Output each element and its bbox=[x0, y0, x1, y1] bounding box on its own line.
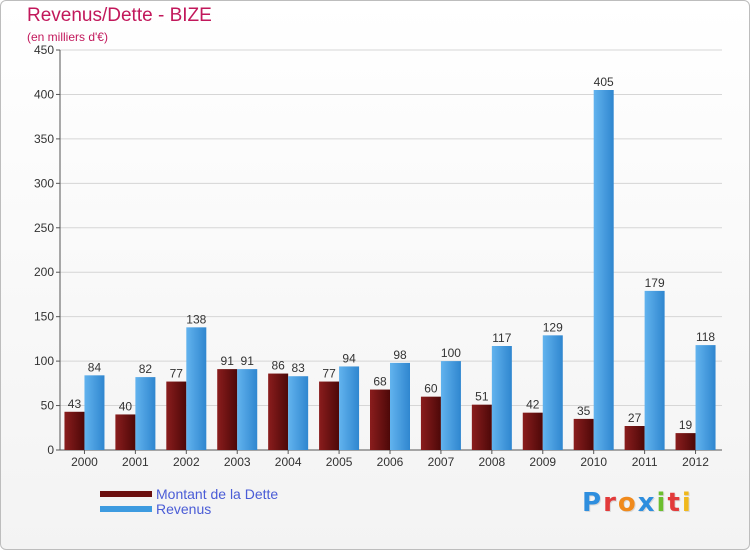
bar-revenus bbox=[542, 335, 563, 450]
data-label-dette: 68 bbox=[373, 375, 387, 389]
bar-revenus bbox=[339, 366, 360, 450]
data-label-revenus: 405 bbox=[594, 75, 614, 89]
y-tick-label: 450 bbox=[34, 43, 54, 57]
bar-revenus bbox=[237, 369, 258, 450]
bar-dette bbox=[64, 411, 85, 450]
logo-letter: x bbox=[637, 488, 657, 518]
x-tick-label: 2010 bbox=[580, 455, 607, 469]
bar-revenus bbox=[440, 361, 461, 450]
data-label-revenus: 84 bbox=[88, 360, 102, 374]
data-label-dette: 77 bbox=[322, 367, 336, 381]
bar-revenus bbox=[695, 345, 716, 450]
data-label-revenus: 98 bbox=[393, 348, 407, 362]
bar-dette bbox=[319, 381, 340, 450]
bar-dette bbox=[268, 373, 289, 450]
bar-dette bbox=[217, 369, 238, 450]
y-tick-label: 250 bbox=[34, 221, 54, 235]
bar-dette bbox=[624, 426, 645, 450]
x-tick-label: 2002 bbox=[173, 455, 200, 469]
x-tick-label: 2004 bbox=[275, 455, 302, 469]
y-tick-label: 50 bbox=[41, 399, 55, 413]
y-tick-label: 100 bbox=[34, 354, 54, 368]
bar-dette bbox=[115, 414, 136, 450]
data-label-dette: 86 bbox=[271, 359, 285, 373]
data-label-dette: 35 bbox=[577, 404, 591, 418]
bar-revenus bbox=[288, 376, 309, 450]
bar-revenus bbox=[593, 90, 614, 450]
y-tick-label: 150 bbox=[34, 310, 54, 324]
bar-dette bbox=[166, 381, 187, 450]
legend: Montant de la Dette Revenus bbox=[100, 485, 279, 517]
x-tick-label: 2012 bbox=[682, 455, 709, 469]
x-tick-label: 2011 bbox=[632, 455, 658, 469]
bar-dette bbox=[573, 418, 594, 450]
y-tick-label: 300 bbox=[34, 176, 54, 190]
data-label-revenus: 100 bbox=[441, 346, 461, 360]
bar-dette bbox=[675, 433, 696, 450]
y-tick-label: 0 bbox=[47, 443, 54, 457]
bar-revenus bbox=[491, 346, 512, 450]
legend-item-dette: Montant de la Dette bbox=[100, 485, 279, 502]
bar-revenus bbox=[390, 362, 410, 450]
bar-dette bbox=[522, 412, 543, 450]
x-tick-label: 2008 bbox=[478, 455, 505, 469]
data-label-revenus: 138 bbox=[186, 312, 206, 326]
data-label-dette: 19 bbox=[679, 418, 693, 432]
data-label-dette: 60 bbox=[424, 382, 438, 396]
bar-dette bbox=[420, 396, 441, 450]
x-tick-label: 2007 bbox=[428, 455, 455, 469]
x-tick-label: 2005 bbox=[326, 455, 353, 469]
logo-letter: r bbox=[603, 488, 618, 518]
y-tick-label: 200 bbox=[34, 265, 54, 279]
data-label-dette: 27 bbox=[628, 411, 642, 425]
legend-swatch-dette bbox=[100, 490, 152, 497]
x-tick-label: 2001 bbox=[122, 455, 149, 469]
data-label-revenus: 83 bbox=[291, 361, 305, 375]
legend-item-revenus: Revenus bbox=[100, 500, 278, 517]
x-tick-label: 2009 bbox=[529, 455, 556, 469]
bar-dette bbox=[471, 404, 492, 450]
logo-letter: P bbox=[582, 488, 604, 518]
chart-subtitle: (en milliers d'€) bbox=[27, 30, 108, 44]
bar-revenus bbox=[135, 377, 156, 450]
legend-label-revenus: Revenus bbox=[156, 500, 212, 517]
data-label-dette: 43 bbox=[68, 397, 82, 411]
x-tick-label: 2000 bbox=[71, 455, 98, 469]
legend-label-dette: Montant de la Dette bbox=[156, 485, 279, 502]
data-label-revenus: 91 bbox=[241, 354, 255, 368]
data-label-dette: 42 bbox=[526, 398, 540, 412]
data-label-revenus: 118 bbox=[696, 330, 715, 344]
data-label-dette: 91 bbox=[221, 354, 235, 368]
bar-revenus bbox=[84, 375, 105, 450]
data-label-revenus: 129 bbox=[543, 320, 563, 334]
data-label-dette: 77 bbox=[170, 367, 184, 381]
data-label-revenus: 82 bbox=[139, 362, 153, 376]
data-label-dette: 51 bbox=[475, 390, 489, 404]
bar-revenus bbox=[186, 327, 207, 450]
logo-letter: o bbox=[617, 488, 638, 518]
data-label-revenus: 117 bbox=[492, 331, 511, 345]
logo-letter: i bbox=[656, 488, 668, 518]
x-tick-label: 2003 bbox=[224, 455, 251, 469]
y-tick-label: 350 bbox=[34, 132, 54, 146]
chart-title: Revenus/Dette - BIZE bbox=[27, 5, 212, 26]
bar-revenus bbox=[644, 290, 665, 450]
data-label-revenus: 179 bbox=[645, 276, 665, 290]
logo-letter: t bbox=[667, 488, 682, 518]
legend-swatch-revenus bbox=[100, 505, 152, 512]
proxiti-logo: Proxiti bbox=[582, 488, 693, 518]
logo-letter: i bbox=[681, 488, 693, 518]
data-label-dette: 40 bbox=[119, 399, 133, 413]
bar-dette bbox=[370, 389, 390, 450]
y-tick-label: 400 bbox=[34, 87, 54, 101]
x-tick-label: 2006 bbox=[377, 455, 404, 469]
data-label-revenus: 94 bbox=[342, 351, 356, 365]
